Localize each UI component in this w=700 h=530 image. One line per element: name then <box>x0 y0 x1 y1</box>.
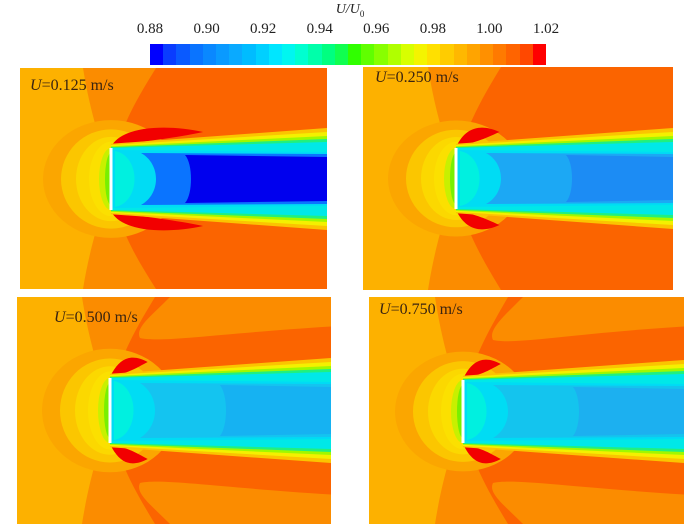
red-lobe-bottom <box>463 444 501 464</box>
colorbar-band <box>321 44 335 65</box>
velocity-label: U=0.250 m/s <box>375 69 459 87</box>
velocity-value: =0.750 m/s <box>390 301 463 318</box>
plate <box>461 380 465 443</box>
colorbar-band <box>229 44 243 65</box>
wake-near-plate <box>114 381 134 440</box>
colorbar-band <box>282 44 296 65</box>
wake-near-plate <box>115 151 135 207</box>
contour-outer-band-bottom <box>492 481 684 524</box>
colorbar-band <box>506 44 520 65</box>
colorbar-tick-label: 0.90 <box>193 21 220 37</box>
colorbar-band <box>242 44 256 65</box>
colorbar-band <box>466 44 481 65</box>
colorbar-title: U/U0 <box>335 2 365 19</box>
colorbar-band <box>532 44 547 65</box>
red-lobe-top <box>463 359 501 379</box>
colorbar-band <box>176 44 190 65</box>
velocity-symbol: U <box>30 77 42 94</box>
colorbar-band <box>453 44 467 65</box>
velocity-symbol: U <box>54 309 66 326</box>
red-lobe-bottom <box>110 444 148 464</box>
colorbar <box>150 44 547 65</box>
contour-panel-3: U=0.500 m/s <box>17 297 331 524</box>
velocity-value: =0.500 m/s <box>65 309 138 326</box>
wake-core <box>220 385 331 436</box>
colorbar-band <box>334 44 349 65</box>
velocity-label: U=0.125 m/s <box>30 77 114 95</box>
wake-near-plate <box>460 151 480 206</box>
colorbar-band <box>295 44 309 65</box>
colorbar-band <box>414 44 428 65</box>
colorbar-tick-label: 0.94 <box>306 21 333 37</box>
colorbar-tick-label: 0.92 <box>250 21 277 37</box>
colorbar-band <box>480 44 494 65</box>
contour-panel-2: U=0.250 m/s <box>363 67 673 290</box>
contour-plot <box>363 67 673 290</box>
contour-plot <box>369 297 684 524</box>
plate <box>108 378 112 443</box>
wake-core <box>185 155 327 203</box>
contour-panel-1: U=0.125 m/s <box>20 68 327 289</box>
velocity-symbol: U <box>379 301 391 318</box>
colorbar-band <box>189 44 203 65</box>
velocity-value: =0.125 m/s <box>41 77 114 94</box>
velocity-value: =0.250 m/s <box>386 69 459 86</box>
colorbar-band <box>400 44 415 65</box>
velocity-symbol: U <box>375 69 387 86</box>
colorbar-band <box>163 44 177 65</box>
colorbar-tick-label: 0.96 <box>363 21 390 37</box>
wake-core <box>566 155 673 202</box>
plate <box>109 148 113 210</box>
contour-outer-band-top <box>139 297 331 340</box>
colorbar-band <box>255 44 269 65</box>
colorbar-band <box>361 44 375 65</box>
contour-plot <box>20 68 327 289</box>
plate <box>454 148 458 209</box>
contour-panel-4: U=0.750 m/s <box>369 297 684 524</box>
colorbar-tick-label: 0.98 <box>419 21 446 37</box>
wake-core <box>573 387 684 436</box>
colorbar-band <box>387 44 401 65</box>
colorbar-tick-label: 1.00 <box>476 21 503 37</box>
colorbar-band <box>440 44 454 65</box>
colorbar-band <box>493 44 507 65</box>
velocity-label: U=0.750 m/s <box>379 301 463 319</box>
contour-outer-band-bottom <box>139 481 331 524</box>
contour-plot <box>17 297 331 524</box>
colorbar-band <box>150 44 164 65</box>
wake-near-plate <box>467 383 487 440</box>
red-lobe-bottom <box>456 210 500 230</box>
colorbar-tick-label: 1.02 <box>532 21 560 37</box>
colorbar-band <box>348 44 362 65</box>
colorbar-band <box>519 44 533 65</box>
contour-outer-band-top <box>492 297 684 342</box>
colorbar-band <box>427 44 441 65</box>
red-lobe-top <box>456 127 500 147</box>
velocity-label: U=0.500 m/s <box>54 309 138 327</box>
colorbar-band <box>308 44 322 65</box>
colorbar-band <box>216 44 230 65</box>
colorbar-band <box>268 44 283 65</box>
red-lobe-top <box>110 357 148 377</box>
colorbar-band <box>374 44 388 65</box>
colorbar-tick-label: 0.88 <box>136 21 164 37</box>
colorbar-band <box>202 44 217 65</box>
